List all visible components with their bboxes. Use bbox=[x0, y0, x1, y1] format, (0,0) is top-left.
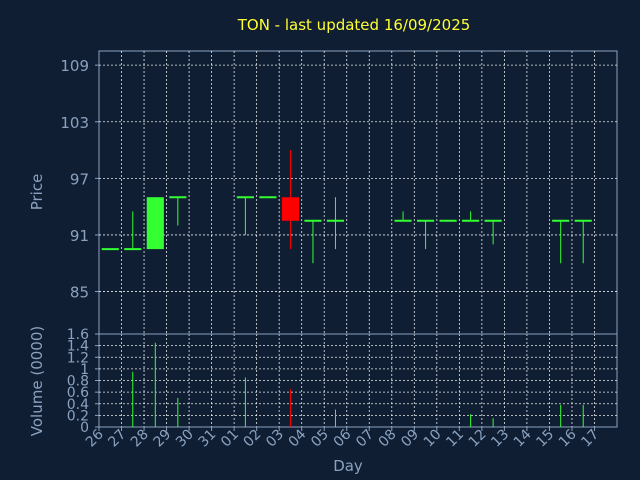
volume-tick-label: 0.6 bbox=[67, 385, 89, 401]
candle-body bbox=[146, 197, 164, 250]
x-tick-label: 15 bbox=[533, 427, 557, 451]
x-tick-label: 12 bbox=[466, 427, 490, 451]
x-tick-label: 08 bbox=[376, 427, 400, 451]
volume-tick-label: 0.2 bbox=[67, 408, 89, 424]
price-axis-label: Price bbox=[28, 174, 46, 211]
volume-axis-label: Volume (0000) bbox=[28, 326, 46, 436]
price-tick-label: 109 bbox=[60, 57, 89, 75]
price-tick-label: 103 bbox=[60, 114, 89, 132]
x-tick-label: 27 bbox=[105, 427, 129, 451]
x-tick-label: 17 bbox=[578, 427, 602, 451]
x-tick-label: 16 bbox=[556, 426, 580, 450]
x-tick-label: 05 bbox=[308, 427, 332, 451]
price-panel: 85 91 97 103 109 bbox=[60, 50, 618, 335]
chart-title: TON - last updated 16/09/2025 bbox=[237, 16, 471, 34]
volume-tick-label: 1.4 bbox=[67, 339, 89, 355]
volume-tick-label: 0 bbox=[80, 420, 89, 436]
x-tick-label: 11 bbox=[443, 427, 467, 451]
x-tick-label: 03 bbox=[263, 427, 287, 451]
x-tick-label: 07 bbox=[353, 427, 377, 451]
volume-tick-label: 1 bbox=[80, 362, 89, 378]
x-tick-label: 06 bbox=[331, 426, 355, 450]
price-tick-label: 97 bbox=[70, 170, 89, 188]
x-tick-label: 10 bbox=[421, 427, 445, 451]
x-tick-label: 09 bbox=[398, 427, 422, 451]
x-tick-label: 30 bbox=[173, 427, 197, 451]
x-tick-label: 13 bbox=[488, 427, 512, 451]
x-tick-label: 01 bbox=[218, 427, 242, 451]
candle-body bbox=[281, 197, 299, 221]
x-tick-label: 04 bbox=[286, 426, 310, 450]
volume-tick-label: 0.8 bbox=[67, 374, 89, 390]
x-tick-label: 31 bbox=[196, 427, 220, 451]
x-tick-label: 14 bbox=[511, 426, 535, 450]
volume-panel: 00.20.40.60.811.21.41.626272829303101020… bbox=[67, 327, 618, 451]
volume-tick-label: 0.4 bbox=[67, 397, 89, 413]
volume-tick-label: 1.6 bbox=[67, 327, 89, 343]
x-axis-label: Day bbox=[333, 457, 363, 475]
x-tick-label: 29 bbox=[150, 427, 174, 451]
volume-tick-label: 1.2 bbox=[67, 350, 89, 366]
x-tick-label: 02 bbox=[241, 427, 265, 451]
x-tick-label: 28 bbox=[128, 427, 152, 451]
price-tick-label: 91 bbox=[70, 227, 89, 245]
price-tick-label: 85 bbox=[70, 284, 89, 302]
